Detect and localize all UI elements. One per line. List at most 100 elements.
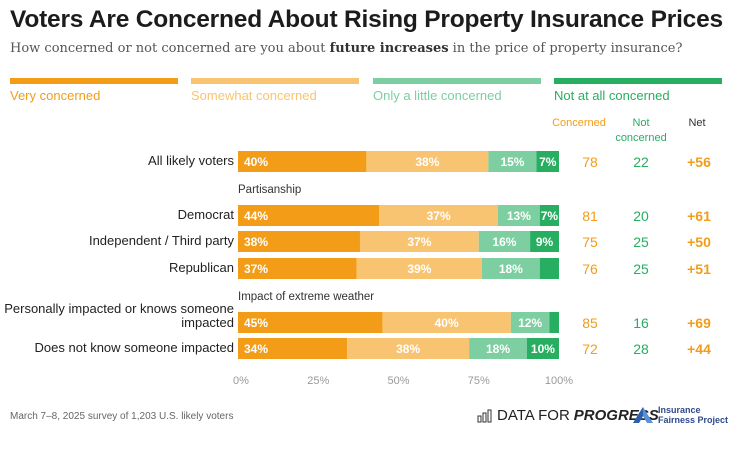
net-value: +56 bbox=[687, 154, 711, 170]
not-concerned-value: 20 bbox=[633, 208, 649, 224]
house-roof-icon bbox=[633, 407, 653, 423]
bar-data-label: 39% bbox=[407, 262, 431, 276]
bar-data-label: 18% bbox=[499, 262, 523, 276]
bar-data-label: 45% bbox=[244, 316, 268, 330]
concerned-value: 81 bbox=[582, 208, 598, 224]
bar-segment-not-at-all-concerned bbox=[539, 205, 559, 226]
bar-data-label: 37% bbox=[244, 262, 268, 276]
bar-row: 45% 40% 12% bbox=[238, 312, 559, 333]
col-head-not-concerned: Not concerned bbox=[610, 116, 672, 146]
subtitle-post: in the price of property insurance? bbox=[448, 41, 683, 56]
bar-data-label: 7% bbox=[539, 155, 557, 169]
footnote: March 7–8, 2025 survey of 1,203 U.S. lik… bbox=[10, 411, 234, 422]
ifp-text: Insurance Fairness Project bbox=[658, 405, 728, 425]
bar-data-label: 37% bbox=[407, 235, 431, 249]
col-head-not-line2: concerned bbox=[615, 132, 667, 144]
bar-segment-very-concerned bbox=[238, 205, 380, 226]
bar-data-label: 38% bbox=[396, 342, 420, 356]
legend-item-very-concerned: Very concerned bbox=[10, 78, 178, 103]
bar-data-label: 34% bbox=[244, 342, 268, 356]
bar-segment-not-at-all-concerned bbox=[530, 231, 559, 252]
insurance-fairness-project-logo: Insurance Fairness Project bbox=[632, 405, 728, 425]
group-label-weather: Impact of extreme weather bbox=[238, 291, 375, 303]
group-label-partisanship: Partisanship bbox=[238, 184, 302, 196]
bar-row: 44% 37% 13% 7% bbox=[238, 205, 559, 226]
bar-data-label: 40% bbox=[244, 155, 268, 169]
not-concerned-value: 22 bbox=[633, 154, 649, 170]
legend-swatch bbox=[191, 78, 359, 84]
bar-segment-somewhat-concerned bbox=[356, 258, 482, 279]
concerned-value: 78 bbox=[582, 154, 598, 170]
legend-label: Somewhat concerned bbox=[191, 88, 317, 103]
chart-subtitle: How concerned or not concerned are you a… bbox=[10, 41, 682, 56]
ifp-line1: Insurance bbox=[658, 405, 701, 415]
bar-segment-somewhat-concerned bbox=[379, 205, 499, 226]
concerned-value: 76 bbox=[582, 261, 598, 277]
col-head-not-line1: Not bbox=[632, 117, 650, 129]
row-label: Democrat bbox=[177, 207, 234, 222]
not-concerned-value: 28 bbox=[633, 341, 649, 357]
bar-row: 37% 39% 18% bbox=[238, 258, 559, 279]
net-value: +51 bbox=[687, 261, 711, 277]
bar-segment-very-concerned bbox=[238, 258, 357, 279]
bar-data-label: 37% bbox=[427, 209, 451, 223]
net-value: +44 bbox=[687, 341, 711, 357]
row-label: All likely voters bbox=[148, 153, 234, 168]
bar-segment-very-concerned bbox=[238, 338, 348, 359]
bar-chart-icon bbox=[477, 409, 492, 422]
x-tick-label: 50% bbox=[387, 375, 409, 387]
bar-data-label: 13% bbox=[507, 209, 531, 223]
bar-segment-somewhat-concerned bbox=[359, 231, 479, 252]
not-concerned-value: 25 bbox=[633, 261, 649, 277]
x-tick-label: 100% bbox=[545, 375, 573, 387]
bar-data-label: 10% bbox=[531, 342, 555, 356]
concerned-value: 85 bbox=[582, 315, 598, 331]
net-value: +61 bbox=[687, 208, 711, 224]
bar-data-label: 38% bbox=[244, 235, 268, 249]
legend-swatch bbox=[373, 78, 541, 84]
bar-data-label: 15% bbox=[500, 155, 524, 169]
concerned-value: 72 bbox=[582, 341, 598, 357]
bar-data-label: 7% bbox=[541, 209, 559, 223]
x-tick-label: 75% bbox=[468, 375, 490, 387]
bar-segment-very-concerned bbox=[238, 231, 360, 252]
bar-segment-somewhat-concerned bbox=[347, 338, 470, 359]
bar-segment-little-concerned bbox=[488, 151, 537, 172]
bar-segment-little-concerned bbox=[510, 312, 550, 333]
bar-row: 38% 37% 16% 9% bbox=[238, 231, 559, 252]
x-tick-label: 25% bbox=[307, 375, 329, 387]
legend-label: Very concerned bbox=[10, 88, 101, 103]
subtitle-bold: future increases bbox=[329, 41, 449, 56]
bar-data-label: 18% bbox=[486, 342, 510, 356]
bar-segment-little-concerned bbox=[469, 338, 527, 359]
bar-segment-little-concerned bbox=[481, 258, 540, 279]
bar-data-label: 9% bbox=[536, 235, 554, 249]
row-label: Personally impacted or knows someone impa… bbox=[4, 302, 234, 330]
bar-segment-little-concerned bbox=[498, 205, 540, 226]
row-label-line2: impacted bbox=[181, 315, 234, 330]
bar-segment-not-at-all-concerned bbox=[539, 258, 559, 279]
bar-data-label: 44% bbox=[244, 209, 268, 223]
row-label-line1: Personally impacted or knows someone bbox=[4, 301, 234, 316]
bar-data-label: 40% bbox=[435, 316, 459, 330]
bar-data-label: 12% bbox=[518, 316, 542, 330]
bar-segment-somewhat-concerned bbox=[366, 151, 489, 172]
bar-segment-little-concerned bbox=[478, 231, 531, 252]
bar-data-label: 16% bbox=[492, 235, 516, 249]
concerned-value: 75 bbox=[582, 234, 598, 250]
bar-row: 34% 38% 18% 10% bbox=[238, 338, 559, 359]
bar-segment-very-concerned bbox=[238, 312, 383, 333]
col-head-net: Net bbox=[688, 117, 706, 129]
bar-row: 40% 38% 15% 7% bbox=[238, 151, 559, 172]
x-tick-label: 0% bbox=[233, 375, 249, 387]
bar-segment-not-at-all-concerned bbox=[549, 312, 559, 333]
row-label: Republican bbox=[168, 260, 234, 275]
ifp-line2: Fairness Project bbox=[658, 415, 729, 425]
bar-segment-not-at-all-concerned bbox=[536, 151, 559, 172]
bar-segment-not-at-all-concerned bbox=[526, 338, 559, 359]
legend-item-not-concerned: Not at all concerned bbox=[554, 78, 722, 103]
legend-label: Only a little concerned bbox=[373, 88, 502, 103]
net-value: +50 bbox=[687, 234, 711, 250]
bar-data-label: 38% bbox=[415, 155, 439, 169]
